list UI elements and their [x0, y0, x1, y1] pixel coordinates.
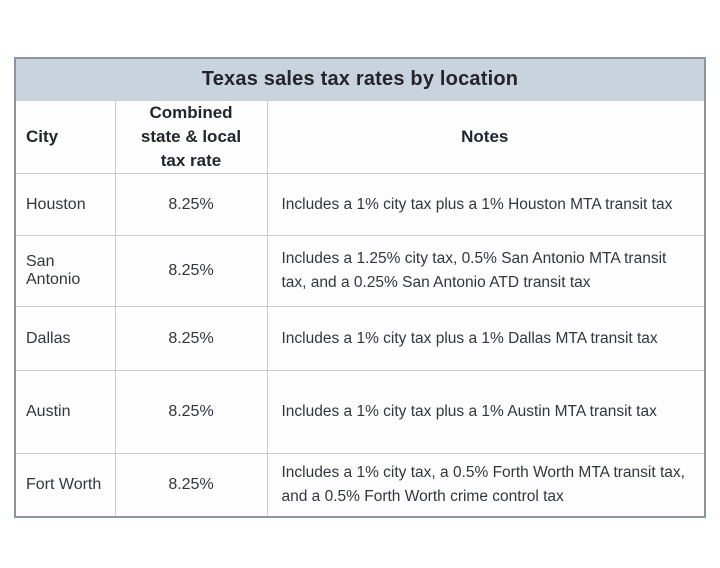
rate-cell: 8.25%	[114, 306, 267, 371]
table-row: Dallas 8.25% Includes a 1% city tax plus…	[16, 306, 704, 371]
notes-cell: Includes a 1.25% city tax, 0.5% San Anto…	[266, 235, 704, 307]
table-row: San Antonio 8.25% Includes a 1.25% city …	[16, 235, 704, 307]
column-header-notes: Notes	[266, 100, 704, 174]
rate-cell: 8.25%	[114, 453, 267, 516]
table-title-bar: Texas sales tax rates by location	[16, 59, 704, 100]
city-cell: Dallas	[16, 306, 115, 371]
rate-cell: 8.25%	[114, 235, 267, 307]
table-row: Houston 8.25% Includes a 1% city tax plu…	[16, 173, 704, 236]
table-row: Fort Worth 8.25% Includes a 1% city tax,…	[16, 453, 704, 516]
column-header-rate: Combined state & local tax rate	[114, 100, 267, 174]
notes-cell: Includes a 1% city tax plus a 1% Dallas …	[266, 306, 704, 371]
city-cell: Austin	[16, 370, 115, 454]
notes-cell: Includes a 1% city tax plus a 1% Austin …	[266, 370, 704, 454]
city-cell: Fort Worth	[16, 453, 115, 516]
table-row: Austin 8.25% Includes a 1% city tax plus…	[16, 370, 704, 454]
notes-cell: Includes a 1% city tax, a 0.5% Forth Wor…	[266, 453, 704, 516]
header-row: City Combined state & local tax rate Not…	[16, 100, 704, 174]
table-title: Texas sales tax rates by location	[201, 68, 519, 90]
tax-rates-grid: City Combined state & local tax rate Not…	[16, 100, 704, 516]
rate-cell: 8.25%	[114, 370, 267, 454]
tax-rates-table: Texas sales tax rates by location City C…	[14, 57, 706, 518]
rate-cell: 8.25%	[114, 173, 267, 236]
city-cell: Houston	[16, 173, 115, 236]
column-header-city: City	[16, 100, 115, 174]
city-cell: San Antonio	[16, 235, 115, 307]
notes-cell: Includes a 1% city tax plus a 1% Houston…	[266, 173, 704, 236]
